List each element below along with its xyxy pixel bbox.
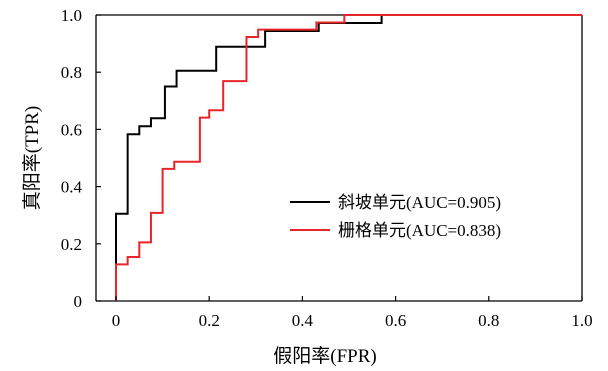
y-tick-label: 0.8 [61, 63, 82, 82]
plot-frame [95, 14, 583, 302]
y-tick-label: 0 [74, 292, 83, 311]
series-line-2 [115, 14, 582, 301]
legend-label-2: 栅格单元(AUC=0.838) [338, 221, 501, 240]
y-tick-label: 0.6 [61, 120, 82, 139]
legend: 斜坡单元(AUC=0.905) 栅格单元(AUC=0.838) [290, 193, 501, 240]
series-layer [115, 14, 582, 301]
x-tick-label: 0.6 [385, 311, 406, 330]
series-line-1 [115, 14, 582, 301]
y-tick-label: 0.2 [61, 235, 82, 254]
x-tick-label: 0 [112, 311, 121, 330]
x-tick-label: 0.8 [478, 311, 499, 330]
x-tick-label: 0.4 [292, 311, 314, 330]
y-tick-label: 1.0 [61, 6, 82, 25]
x-axis-ticks: 0 0.2 0.4 0.6 0.8 1.0 [112, 296, 593, 330]
y-tick-label: 0.4 [61, 178, 83, 197]
x-tick-label: 0.2 [199, 311, 220, 330]
x-axis-label: 假阳率(FPR) [273, 345, 376, 367]
legend-label-1: 斜坡单元(AUC=0.905) [338, 193, 501, 212]
x-tick-label: 1.0 [571, 311, 592, 330]
y-axis-ticks: 0 0.2 0.4 0.6 0.8 1.0 [61, 6, 101, 311]
y-axis-label: 真阳率(TPR) [21, 106, 43, 211]
